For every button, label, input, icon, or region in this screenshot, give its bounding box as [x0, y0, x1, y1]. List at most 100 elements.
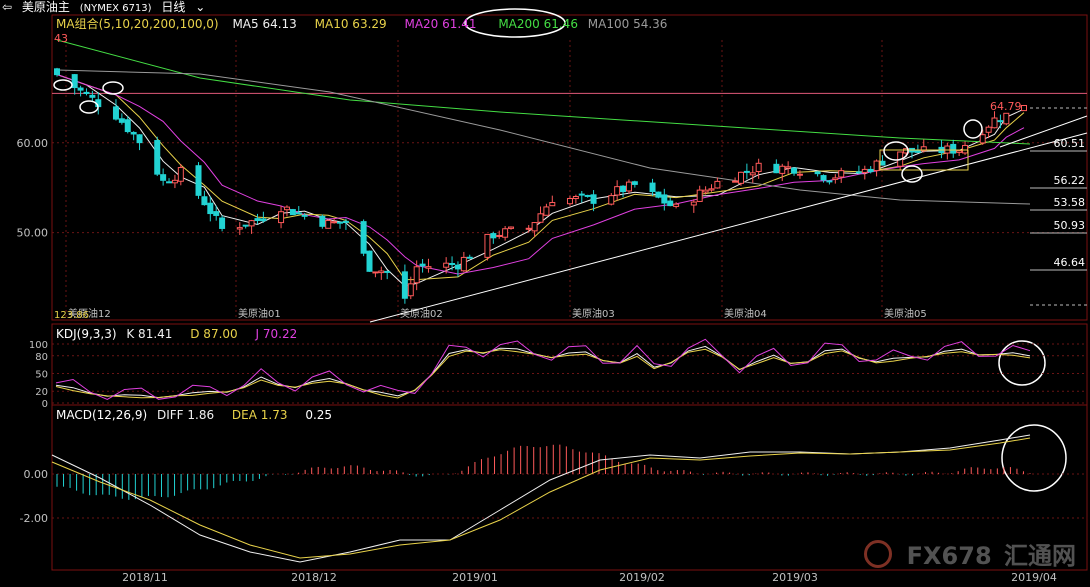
candle-body [956, 150, 963, 153]
candle-body [331, 221, 338, 224]
candle-body [407, 283, 414, 297]
ma10-value: MA10 63.29 [314, 17, 387, 31]
kdj-highlight-circle [998, 340, 1046, 386]
candle-body [342, 220, 349, 223]
candle-body [796, 173, 803, 176]
symbol-label: 美原油主 [21, 0, 70, 14]
highlight-circle [102, 81, 124, 95]
candle-body [690, 201, 697, 206]
kdj-k-value: K 81.41 [126, 327, 173, 341]
candle-body [861, 168, 868, 173]
kdj-j-line [55, 338, 1031, 400]
candle-body [248, 220, 255, 227]
candle-body [325, 220, 332, 229]
candle-body [920, 146, 927, 152]
x-axis-label: 2019/04 [1011, 571, 1057, 584]
highlight-circle [963, 119, 983, 139]
candle-body [171, 179, 178, 184]
candle-body [962, 144, 969, 154]
macd-y-tick: 0.00 [24, 468, 49, 481]
ma200-highlight-circle [464, 8, 566, 38]
candle-body [702, 189, 709, 193]
candle-body [195, 165, 202, 196]
candle-body [384, 270, 391, 273]
exchange-code: (NYMEX 6713) [79, 3, 152, 14]
kdj-d-value: D 87.00 [190, 327, 238, 341]
period-selector[interactable]: 日线 ⌄ [161, 0, 211, 14]
candle-body [791, 167, 798, 174]
candle-body [755, 162, 762, 172]
candle-body [166, 181, 173, 184]
candle-body [590, 194, 597, 204]
candle-body [89, 94, 96, 98]
candle-body [620, 185, 627, 193]
contract-label: 美原油03 [572, 307, 615, 320]
fib-level-value: 60.51 [1054, 137, 1086, 150]
ma-legend: MA组合(5,10,20,200,100,0) MA5 64.13 MA10 6… [56, 17, 667, 31]
ma100-value: MA100 54.36 [587, 17, 668, 31]
candle-body [991, 117, 998, 129]
contract-label: 美原油12 [68, 307, 111, 320]
uptrend-line-upper [999, 115, 1088, 148]
ma20-line [56, 74, 1025, 275]
kdj-y-tick: 0 [42, 399, 48, 410]
candle-body [413, 266, 420, 284]
candle-body [661, 194, 668, 204]
candle-body [378, 270, 385, 274]
candlestick-group [54, 67, 1027, 304]
watermark-brand: FX678 [906, 542, 992, 570]
contract-label: 美原油02 [400, 307, 443, 320]
candle-body [655, 191, 662, 198]
candle-body [867, 168, 874, 173]
macd-y-tick: -2.00 [20, 512, 48, 525]
candle-body [525, 227, 532, 230]
candle-body [625, 181, 632, 192]
fib-level-value: 50.93 [1054, 219, 1086, 232]
candle-body [490, 233, 497, 239]
price-panel-frame [51, 14, 1088, 321]
uptrend-line [369, 132, 1088, 323]
highlight-circle [53, 79, 73, 91]
candle-body [743, 170, 750, 173]
macd-indicator-label[interactable]: MACD(12,26,9) [56, 408, 148, 422]
candle-body [425, 266, 432, 269]
candle-body [614, 186, 621, 196]
highlight-circle [883, 141, 909, 161]
candle-body [366, 250, 373, 272]
candle-body [460, 256, 467, 272]
candle-body [484, 233, 491, 258]
ma5-value: MA5 64.13 [232, 17, 297, 31]
candle-body [372, 271, 379, 274]
candle-body [254, 218, 261, 222]
macd-diff-value: DIFF 1.86 [156, 408, 215, 422]
candle-body [531, 222, 538, 232]
fib-level-value: 53.58 [1054, 196, 1086, 209]
candle-body [207, 202, 214, 215]
price-y-tick: 60.00 [17, 137, 49, 150]
kdj-y-tick: 50 [35, 370, 48, 381]
candle-body [449, 263, 456, 266]
recent-high-value: 64.79 [990, 100, 1022, 113]
highlight-circle [901, 165, 923, 183]
kdj-legend: KDJ(9,3,3) K 81.41 D 87.00 J 70.22 [56, 327, 297, 341]
candle-body [914, 150, 921, 153]
candle-body [631, 181, 638, 185]
ma100-line [56, 69, 1031, 205]
kdj-indicator-label[interactable]: KDJ(9,3,3) [56, 327, 117, 341]
fib-level-value: 46.64 [1054, 256, 1086, 269]
candle-body [419, 263, 426, 267]
candle-body [160, 174, 167, 181]
fib-level-value: 56.22 [1054, 174, 1086, 187]
watermark-logo-icon [864, 540, 893, 568]
candle-body [566, 197, 573, 205]
candle-body [124, 119, 131, 133]
candle-body [572, 196, 579, 200]
candle-body [879, 160, 886, 166]
kdj-y-tick: 80 [35, 352, 48, 363]
candle-body [443, 262, 450, 268]
back-icon[interactable]: ⇦ [2, 0, 13, 14]
candle-body [696, 189, 703, 202]
ma-indicator-label[interactable]: MA组合(5,10,20,200,100,0) [56, 17, 219, 31]
macd-dea-line [51, 437, 1031, 559]
